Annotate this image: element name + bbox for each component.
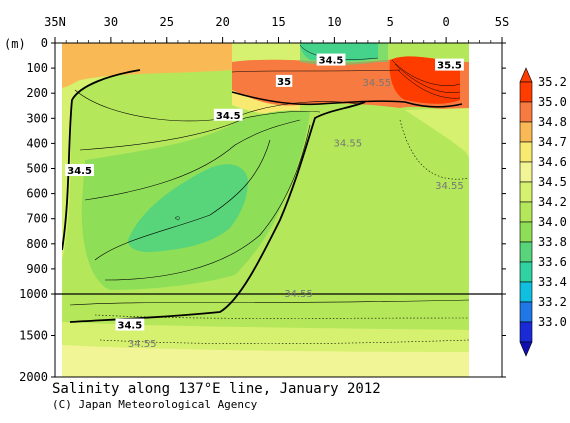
contour-label-layer: 34.5 35.5 35 34.55 34.5 34.55 34.5 34.55 34.55 34… [65,53,464,350]
x-tick-label-2: 25 [160,15,174,29]
contour-label-bg-2 [275,74,293,87]
contour-thin-10 [397,69,461,99]
y-tick-label-6: 600 [26,187,48,201]
contour-label-4: 34.5 [216,111,241,122]
contour-bold-350 [231,91,463,108]
region-deep-34-6 [62,345,469,377]
colorbar-bottom-arrow [519,341,533,357]
y-tick-label-5: 500 [26,162,48,176]
region-band-34-7 [232,90,300,116]
credit-text: (C) Japan Meteorological Agency [52,398,258,411]
contour-label-9: 34.5 [118,321,143,332]
x-tick-label-4: 15 [271,15,285,29]
contour-thin-4 [94,139,271,261]
colorbar-label-5: 34.5 [538,175,567,189]
chart-title: Salinity along 137°E line, January 2012 [52,381,381,397]
contour-thin-2 [79,110,321,151]
colorbar-cell-7 [519,221,533,243]
axis-layer: 35N 30 25 20 15 10 5 0 5S 0 100 200 300 400 500 600 700 8… [19,15,509,384]
colorbar-label-12: 33.0 [538,315,567,329]
colorbar-cell-11 [519,301,533,323]
contour-lines [62,44,469,345]
colorbar-cell-10 [519,281,533,303]
x-tick-label-7: 0 [443,15,450,29]
x-tick-label-8: 5S [495,15,509,29]
contour-label-3: 34.55 [363,78,392,89]
y-tick-label-0: 0 [41,36,48,50]
y-tick-label-11: 1500 [19,329,48,343]
contour-thin-1 [74,89,361,122]
colorbar-label-10: 33.4 [538,275,567,289]
contour-label-2: 35 [277,77,291,88]
colorbar-label-6: 34.2 [538,195,567,209]
colorbar-label-4: 34.6 [538,155,567,169]
colorbar-label-0: 35.2 [538,75,567,89]
colorbar-label-9: 33.6 [538,255,567,269]
y-tick-label-4: 400 [26,136,48,150]
contour-thin-7 [231,69,401,73]
contour-thin-12 [174,216,180,221]
colorbar-label-3: 34.7 [538,135,567,149]
colorbar-label-1: 35.0 [538,95,567,109]
contour-thin-9 [394,63,461,94]
contour-label-7: 34.55 [435,181,464,192]
colorbar-cell-5 [519,181,533,203]
contour-label-bg-0 [316,53,346,66]
colorbar-label-8: 33.8 [538,235,567,249]
y-tick-label-9: 900 [26,262,48,276]
contour-thin-5 [104,124,311,281]
x-tick-label-6: 5 [387,15,394,29]
colorbar-cell-0 [519,81,533,103]
x-tick-label-1: 30 [104,15,118,29]
colorbar-label-7: 34.0 [538,215,567,229]
contour-bold-345-b [69,101,366,323]
colorbar-label-2: 34.8 [538,115,567,129]
y-tick-label-2: 200 [26,86,48,100]
region-north-34-7 [62,43,232,88]
contour-label-bg-6 [65,164,94,177]
colorbar-top-arrow [519,67,533,83]
contour-label-6: 34.5 [67,166,92,177]
x-tick-label-3: 20 [215,15,229,29]
region-interm-33-8 [128,164,248,252]
colorbar-label-11: 33.2 [538,295,567,309]
contour-label-bg-9 [115,318,145,331]
contour-field [62,43,469,377]
x-tick-label-0: 35N [44,15,66,29]
colorbar-cell-1 [519,101,533,123]
y-tick-label-8: 800 [26,237,48,251]
y-tick-label-1: 100 [26,61,48,75]
colorbar-cell-2 [519,121,533,143]
x-tick-label-5: 10 [327,15,341,29]
contour-label-8: 34.55 [284,289,313,300]
y-tick-label-12: 2000 [19,370,48,384]
colorbar-cell-9 [519,261,533,283]
y-unit-label: (m) [4,37,26,51]
contour-label-1: 35.5 [437,61,462,72]
region-east-34-5 [405,108,469,160]
contour-thin-8 [391,59,461,86]
colorbar-cell-8 [519,241,533,263]
contour-dotted-3455-c [399,119,469,180]
y-tick-label-3: 300 [26,111,48,125]
contour-label-0: 34.5 [319,56,344,67]
contour-thin-6 [69,299,469,306]
contour-label-10: 34.55 [128,339,157,350]
contour-label-bg-4 [213,108,243,121]
colorbar-cell-6 [519,201,533,223]
colorbar: 35.2 35.0 34.8 34.7 34.6 34.5 34.2 34.0 33.8 33.6… [519,67,567,357]
contour-thin-3 [84,119,301,201]
y-tick-label-10: 1000 [19,287,48,301]
colorbar-cell-4 [519,161,533,183]
contour-dotted-3455 [94,314,469,319]
colorbar-cell-12 [519,321,533,343]
contour-bold-345-a [62,69,141,251]
contour-label-bg-1 [435,58,464,71]
colorbar-cell-3 [519,141,533,163]
contour-label-5: 34.55 [333,138,362,149]
y-tick-label-7: 700 [26,212,48,226]
